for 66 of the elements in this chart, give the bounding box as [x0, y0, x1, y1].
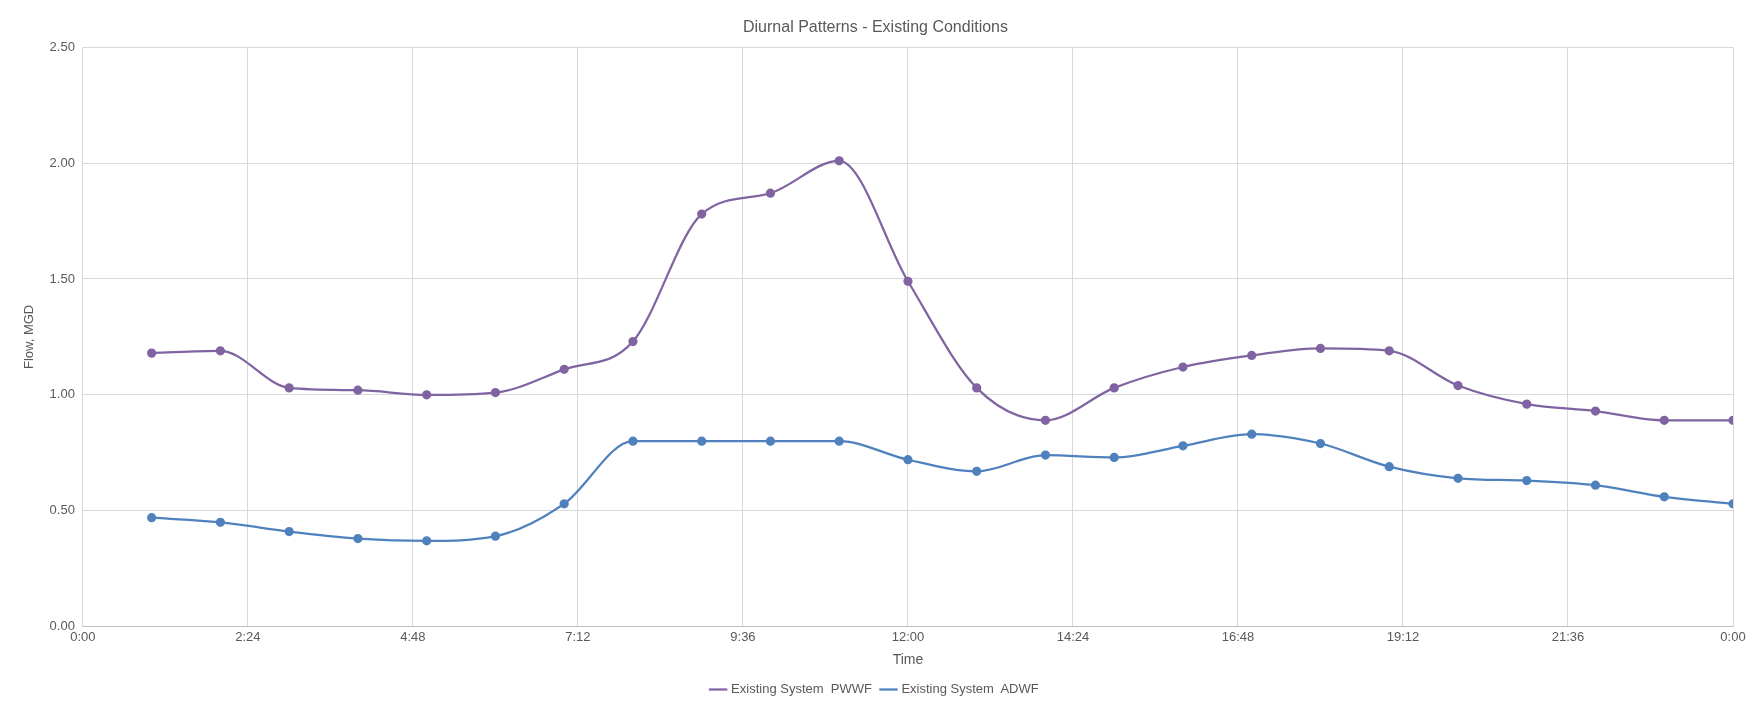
point	[972, 383, 982, 393]
point	[903, 276, 913, 286]
point	[1178, 362, 1188, 372]
point	[1178, 441, 1188, 451]
point	[1522, 399, 1532, 409]
y-tick-label: 2.50	[49, 38, 75, 54]
point	[1040, 450, 1051, 460]
point	[284, 526, 294, 537]
point	[1590, 480, 1601, 490]
point	[1315, 343, 1326, 354]
point	[972, 466, 982, 476]
x-tick-label: 21:36	[1551, 628, 1585, 644]
y-tick-label: 2.00	[49, 154, 75, 170]
chart-title: Diurnal Patterns - Existing Conditions	[742, 18, 1009, 36]
x-axis-title: Time	[892, 651, 924, 668]
point	[1040, 415, 1051, 425]
point	[1384, 346, 1394, 356]
point	[765, 188, 776, 198]
point	[215, 517, 226, 527]
point	[422, 536, 432, 546]
x-tick-label: 2:24	[235, 628, 261, 644]
x-tick-label: 16:48	[1221, 628, 1255, 644]
point	[284, 383, 294, 393]
x-tick-label: 7:12	[565, 628, 591, 644]
point	[1659, 415, 1669, 425]
point	[490, 387, 501, 398]
y-tick-label: 1.50	[49, 270, 75, 286]
point	[1659, 492, 1669, 502]
point	[765, 436, 776, 446]
point	[215, 346, 226, 356]
point	[147, 513, 157, 523]
y-axis-title: Flow, MGD	[21, 304, 37, 370]
point	[1522, 475, 1532, 486]
point	[353, 385, 363, 395]
point	[628, 436, 638, 446]
point	[697, 209, 707, 219]
point	[1247, 429, 1257, 439]
x-tick-label: 14:24	[1056, 628, 1090, 644]
point	[559, 499, 569, 509]
point	[1453, 380, 1463, 391]
point	[353, 533, 363, 544]
point	[1384, 462, 1394, 472]
point	[1247, 350, 1257, 361]
point	[1453, 473, 1463, 483]
x-tick-label: 9:36	[730, 628, 756, 644]
point	[697, 436, 707, 446]
point	[147, 348, 157, 358]
point	[559, 364, 569, 374]
x-tick-label: 12:00	[891, 628, 925, 644]
legend-label: Existing System PWWF	[731, 681, 872, 697]
point	[490, 531, 501, 541]
point	[1109, 383, 1119, 393]
x-tick-label: 19:12	[1386, 628, 1420, 644]
legend-label: Existing System ADWF	[901, 681, 1039, 697]
x-tick-label: 4:48	[400, 628, 426, 644]
point	[628, 336, 638, 347]
point	[834, 436, 844, 446]
point	[1590, 406, 1601, 416]
point	[1109, 452, 1119, 463]
point	[903, 455, 913, 465]
y-tick-label: 0.50	[49, 502, 75, 518]
y-tick-label: 1.00	[49, 386, 75, 402]
x-tick-label: 0:00	[1720, 628, 1746, 644]
point	[834, 156, 844, 166]
point	[422, 390, 432, 400]
point	[1315, 438, 1326, 449]
